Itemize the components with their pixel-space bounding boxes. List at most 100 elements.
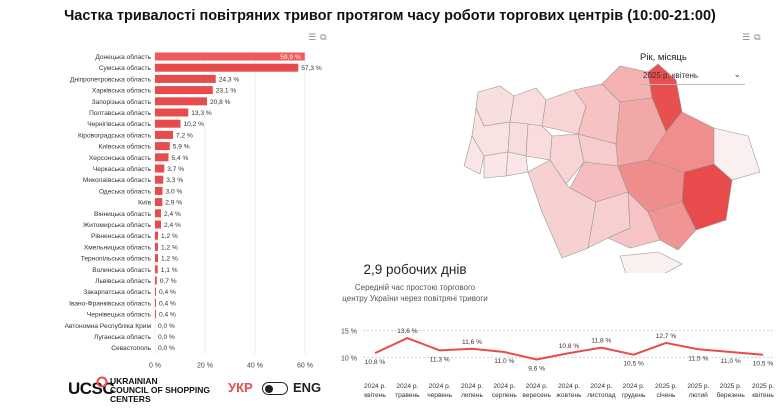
bar[interactable] [155,209,161,218]
bar[interactable] [155,175,164,184]
language-toggle[interactable] [262,382,288,395]
x-tick-label: червень [427,392,453,399]
map-regions[interactable] [463,63,761,277]
x-tick-label: квітень [752,391,774,399]
focus-mode-icon[interactable]: ⧉ [320,32,331,42]
data-label: 12,7 % [656,333,677,340]
category-label: Полтавська область [89,109,151,117]
x-tick-label: грудень [622,392,646,399]
bar[interactable] [155,254,158,263]
data-label: 57,3 % [301,65,322,72]
bar[interactable] [155,119,181,128]
data-label: 11,6 % [462,339,482,346]
x-tick-label: 2024 р. [364,383,386,390]
language-ukr-label[interactable]: УКР [228,380,253,395]
bar[interactable] [155,74,216,83]
monthly-line-chart[interactable]: 10 % 15 % 10,8 % 2024 р. квітень 13,6 % 2024 р… [335,322,780,408]
bar[interactable] [155,231,158,240]
bar[interactable] [155,86,213,95]
bar[interactable] [155,242,158,251]
x-tick-label: липень [461,392,483,399]
bar[interactable] [155,186,163,195]
bar[interactable] [155,153,169,162]
period-dropdown[interactable]: 2025 р. квітень ⌄ [640,67,745,85]
data-label: 3,3 % [166,177,183,184]
bar[interactable] [155,265,158,274]
bar[interactable] [155,276,157,285]
data-label: 11,0 % [494,358,514,365]
bar[interactable] [155,108,189,117]
bar[interactable] [155,97,207,106]
category-label: Одеська область [99,187,152,195]
x-tick-label: 2024 р. [526,383,548,390]
map-region-Запорізька[interactable] [647,201,697,251]
kpi-description: Середній час простою торгового центру Ук… [330,282,500,304]
map-svg[interactable] [430,48,780,277]
region-bar-chart[interactable]: 0 % 20 % 40 % 60 % Донецька область 59,9 % Сум… [0,48,330,378]
map-region-Волинська[interactable] [475,85,515,127]
ucsc-logo[interactable]: UCSC UKRAINIAN COUNCIL OF SHOPPING CENTE… [68,376,238,406]
map-region-Закарпатська[interactable] [463,135,485,175]
map-region-Івано-Франківська[interactable] [483,151,509,179]
map-region-Чернівецька[interactable] [505,151,529,177]
x-tick-label: 2024 р. [623,383,645,390]
bar[interactable] [155,298,156,307]
kpi-value: 2,9 робочих днів [363,262,467,277]
category-label: Чернігівська область [87,120,151,128]
dropdown-value: 2025 р. квітень [643,71,699,80]
data-label: 1,2 % [161,256,178,263]
x-tick-label: серпень [492,392,518,399]
data-label: 3,7 % [167,166,184,173]
map-region-Вінницька[interactable] [549,133,585,185]
bar[interactable] [155,164,165,173]
bar[interactable] [155,198,163,207]
y-tick-label: 15 % [341,329,357,336]
visual-header-icons-bar[interactable]: ☰⧉ [308,32,331,43]
data-label: 10,5 % [753,361,774,368]
bar[interactable] [155,220,161,229]
map-region-Автономна Республіка Крим[interactable] [619,251,683,277]
bar[interactable] [155,130,173,139]
map-region-Рівненська[interactable] [509,87,547,127]
visual-header-icons-map[interactable]: ☰⧉ [742,32,765,43]
x-tick-label: 2024 р. [558,383,580,390]
bar[interactable] [155,287,156,296]
data-label: 10,8 % [559,343,580,350]
category-label: Миколаївська область [83,176,152,184]
x-tick-label: вересень [522,392,551,399]
filter-icon[interactable]: ☰ [742,32,755,42]
x-tick-label: 2025 р. [687,383,709,390]
series-line[interactable] [374,337,764,361]
language-eng-label[interactable]: ENG [293,380,322,395]
data-label: 0,0 % [158,334,175,341]
map-region-Хмельницька[interactable] [525,123,553,161]
period-filter[interactable]: Рік, місяць 2025 р. квітень ⌄ [640,52,748,85]
map-region-Луганська[interactable] [713,127,761,181]
data-label: 0,0 % [158,323,175,330]
bar[interactable] [155,63,299,72]
category-label: Херсонська область [89,154,152,162]
x-tick-label: 40 % [247,362,263,369]
bar[interactable] [155,52,305,61]
category-label: Волинська область [92,266,151,274]
data-label: 1,1 % [161,267,178,274]
category-label: Харківська область [92,87,152,95]
data-label: 10,8 % [365,359,386,366]
chevron-down-icon[interactable]: ⌄ [733,69,741,79]
x-tick-label: 20 % [197,362,213,369]
x-tick-label: 0 % [149,362,161,369]
logo-abbreviation: UCSC [68,379,115,398]
data-label: 13,3 % [191,110,212,117]
filter-icon[interactable]: ☰ [308,32,321,42]
page-title: Частка тривалості повітряних тривог прот… [64,8,716,24]
map-region-Тернопільська[interactable] [507,121,529,157]
focus-mode-icon[interactable]: ⧉ [754,32,765,42]
bar-chart-svg[interactable]: 0 % 20 % 40 % 60 % Донецька область 59,9 % Сум… [0,48,330,378]
x-tick-label: 2025 р. [752,383,774,390]
x-tick-label: 2024 р. [590,383,612,390]
bar[interactable] [155,310,156,319]
x-tick-label: березень [717,391,746,399]
bar[interactable] [155,142,170,151]
ukraine-map[interactable] [430,48,780,277]
